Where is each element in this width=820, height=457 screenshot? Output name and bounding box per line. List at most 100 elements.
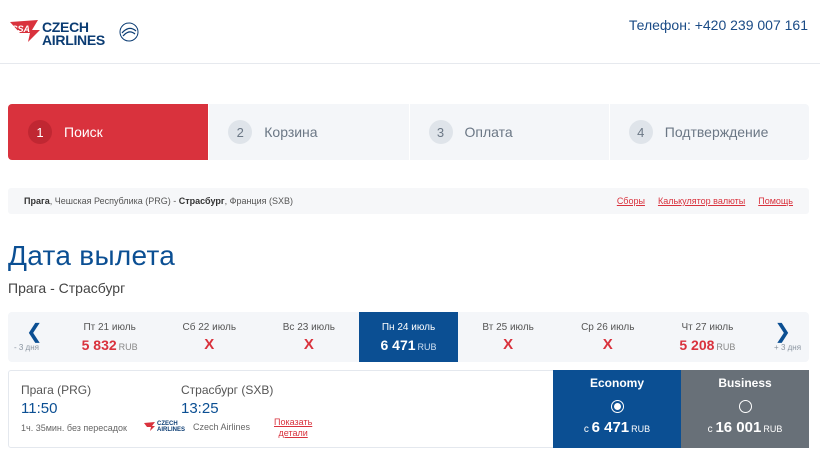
- route-links: Сборы Калькулятор валюты Помощь: [617, 196, 793, 206]
- chevron-left-icon: ❮: [26, 320, 43, 343]
- phone-number: Телефон: +420 239 007 161: [628, 17, 808, 33]
- price-value: 16 001: [715, 419, 762, 436]
- logo-line-2: AIRLINES: [157, 427, 186, 433]
- help-link[interactable]: Помощь: [758, 196, 793, 206]
- prev-days-button[interactable]: ❮ - 3 дня: [8, 312, 60, 362]
- unavailable-mark: X: [303, 335, 314, 353]
- origin-details: , Чешская Республика (PRG) -: [49, 196, 179, 206]
- route-summary: Прага, Чешская Республика (PRG) - Страсб…: [24, 196, 293, 206]
- carrier-logo: CZECH AIRLINES: [143, 421, 187, 433]
- step-label: Оплата: [464, 124, 513, 140]
- arrival-airport: Страсбург (SXB): [181, 383, 274, 397]
- price-value: 6 471: [591, 419, 630, 436]
- date-price: 6 471 RUB: [380, 337, 436, 353]
- unavailable-mark: X: [503, 335, 514, 353]
- date-option[interactable]: Ср 26 июль X: [558, 312, 658, 362]
- csa-logo-mark-icon: CSA: [10, 20, 40, 42]
- site-header: CSA CZECH AIRLINES Телефон: +420 239 007…: [0, 0, 820, 64]
- step-label: Поиск: [64, 124, 103, 140]
- currency-calculator-link[interactable]: Калькулятор валюты: [657, 196, 746, 206]
- fare-business[interactable]: Business с 16 001 RUB: [681, 370, 809, 448]
- date-label: Вс 23 июль: [282, 321, 336, 333]
- step-search[interactable]: 1 Поиск: [8, 104, 209, 160]
- flight-row: Прага (PRG) 11:50 Страсбург (SXB) 13:25 …: [8, 370, 809, 448]
- carrier-info: CZECH AIRLINES Czech Airlines: [143, 421, 250, 433]
- date-option-selected[interactable]: Пн 24 июль 6 471 RUB: [358, 312, 459, 362]
- radio-dot: [613, 403, 621, 410]
- route-info-bar: Прага, Чешская Республика (PRG) - Страсб…: [8, 188, 809, 214]
- price-prefix: с: [707, 424, 713, 435]
- unavailable-mark: X: [204, 335, 215, 353]
- date-label: Чт 27 июль: [681, 321, 734, 333]
- date-option[interactable]: Сб 22 июль X: [159, 312, 259, 362]
- step-number: 3: [428, 120, 453, 144]
- step-label: Корзина: [264, 124, 318, 140]
- svg-text:CSA: CSA: [11, 24, 30, 34]
- fare-name: Economy: [589, 376, 644, 390]
- next-days-hint: + 3 дня: [774, 342, 802, 352]
- details-line-1: Показать: [274, 417, 313, 427]
- arrival-time: 13:25: [181, 400, 219, 417]
- step-number: 1: [28, 120, 52, 144]
- step-label: Подтверждение: [664, 124, 769, 140]
- logo-line-2: AIRLINES: [42, 32, 105, 48]
- date-selector: ❮ - 3 дня Пт 21 июль 5 832 RUB Сб 22 июль…: [8, 312, 809, 362]
- skyteam-icon: [119, 22, 139, 42]
- fare-price: с 16 001 RUB: [681, 419, 809, 436]
- show-details-link[interactable]: Показать детали: [274, 417, 312, 439]
- details-line-2: детали: [278, 428, 308, 438]
- destination-details: , Франция (SXB): [224, 196, 293, 206]
- origin-city: Прага: [24, 196, 50, 206]
- price-currency: RUB: [716, 341, 736, 352]
- price-currency: RUB: [763, 424, 783, 434]
- booking-steps: 1 Поиск 2 Корзина 3 Оплата 4 Подтвержден…: [8, 104, 809, 160]
- departure-info: Прага (PRG) 11:50: [21, 383, 91, 417]
- carrier-name: Czech Airlines: [193, 422, 251, 432]
- date-label: Пт 21 июль: [83, 321, 136, 333]
- flight-duration: 1ч. 35мин. без пересадок: [21, 423, 127, 433]
- fare-radio-selected[interactable]: [610, 400, 624, 413]
- price-currency: RUB: [417, 341, 437, 352]
- step-number: 4: [628, 120, 653, 144]
- step-payment[interactable]: 3 Оплата: [408, 104, 609, 160]
- price-value: 5 208: [679, 336, 715, 353]
- fare-price: с 6 471 RUB: [553, 419, 681, 436]
- logo-line-1: CZECH: [157, 421, 178, 427]
- fees-link[interactable]: Сборы: [616, 196, 645, 206]
- date-option[interactable]: Чт 27 июль 5 208 RUB: [658, 312, 758, 362]
- czech-airlines-logo[interactable]: CSA CZECH AIRLINES: [8, 12, 139, 52]
- prev-days-hint: - 3 дня: [14, 342, 39, 352]
- departure-airport: Прага (PRG): [21, 383, 92, 397]
- price-value: 5 832: [81, 336, 117, 353]
- price-value: 6 471: [380, 336, 416, 353]
- page-subtitle: Прага - Страсбург: [8, 280, 126, 296]
- arrival-info: Страсбург (SXB) 13:25: [181, 383, 273, 417]
- step-confirmation[interactable]: 4 Подтверждение: [608, 104, 809, 160]
- logo-line-1: CZECH: [42, 19, 89, 35]
- price-currency: RUB: [631, 424, 651, 434]
- date-label: Пн 24 июль: [381, 321, 436, 333]
- date-price: 5 832 RUB: [82, 337, 138, 353]
- unavailable-mark: X: [602, 335, 613, 353]
- price-prefix: с: [583, 424, 589, 435]
- date-option[interactable]: Вс 23 июль X: [259, 312, 359, 362]
- carrier-logo-text: CZECH AIRLINES: [157, 421, 185, 433]
- date-option[interactable]: Пт 21 июль 5 832 RUB: [60, 312, 160, 362]
- page-title: Дата вылета: [8, 240, 176, 271]
- date-option[interactable]: Вт 25 июль X: [458, 312, 558, 362]
- date-label: Сб 22 июль: [182, 321, 237, 333]
- date-label: Вт 25 июль: [482, 321, 534, 333]
- price-currency: RUB: [118, 341, 138, 352]
- date-label: Ср 26 июль: [581, 321, 635, 333]
- fare-name: Business: [718, 376, 772, 390]
- csa-logo-mark-icon: [144, 422, 155, 431]
- next-days-button[interactable]: ❯ + 3 дня: [757, 312, 809, 362]
- step-cart[interactable]: 2 Корзина: [208, 104, 408, 160]
- destination-city: Страсбург: [178, 196, 225, 206]
- fare-economy[interactable]: Economy с 6 471 RUB: [553, 370, 681, 448]
- fare-radio[interactable]: [738, 400, 752, 413]
- step-number: 2: [228, 120, 253, 144]
- logo-wordmark: CZECH AIRLINES: [42, 19, 105, 48]
- date-price: 5 208 RUB: [679, 337, 735, 353]
- departure-time: 11:50: [21, 400, 58, 417]
